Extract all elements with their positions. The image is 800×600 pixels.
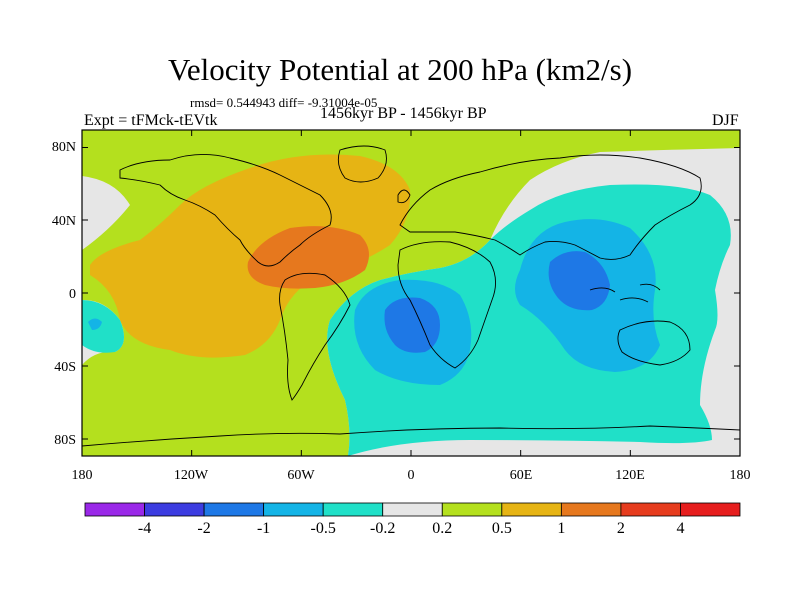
colorbar-swatch [382,502,443,517]
colorbar-label: -0.5 [310,520,336,537]
colorbar-swatch [620,502,681,517]
field-positive-darkorange [247,226,369,289]
coast-south-america [279,272,351,401]
x-tick-label: 120E [615,468,645,483]
colorbar-swatch [84,502,145,517]
x-tick-label: 120W [173,468,209,483]
x-tick-label: 0 [407,468,415,483]
colorbar-label: 0.5 [491,520,512,537]
colorbar-label: 2 [616,520,625,537]
colorbar-label: -0.2 [370,520,396,537]
colorbar-swatch [322,502,384,517]
y-tick-label: 40N [51,214,76,229]
y-tick-label: 40S [54,360,76,375]
coast-europe-asia [399,154,702,260]
colorbar-label: 4 [676,520,685,537]
y-tick-label: 0 [69,287,76,302]
x-tick-label: 180 [729,468,751,483]
contour-field [82,130,740,456]
coast-north-america [119,154,332,267]
field-negative-lightblue-small [88,318,102,330]
colorbar-label: -4 [137,520,152,537]
field-negative-blue-africa [384,297,440,353]
coast-greenland [337,145,387,183]
x-tick-label: 180 [71,468,93,483]
experiment-label: Expt = tFMck-tEVtk [84,112,218,129]
colorbar-swatch [263,502,324,517]
colorbar-swatch [501,502,562,517]
season-label: DJF [712,112,739,129]
coastlines [82,145,740,447]
colorbar-label: -1 [256,520,271,537]
y-tick-label: 80N [51,140,76,155]
colorbar-swatch [203,502,265,517]
colorbar-swatch [144,502,205,517]
colorbar [84,502,741,517]
field-positive-orange [90,154,411,358]
colorbar-label: -2 [197,520,211,537]
coast-antarctica [82,425,740,447]
x-tick-label: 60E [509,468,533,483]
map-title: Velocity Potential at 200 hPa (km2/s) [167,52,633,87]
axis-ticks [81,130,741,456]
coast-indonesia [589,283,661,303]
coast-australia [617,320,691,366]
colorbar-swatch [680,502,741,517]
field-negative-cyan-west [82,300,124,353]
stats-text: rmsd= 0.544943 diff= -9.31004e-05 [190,95,378,110]
colorbar-swatch [560,502,622,517]
coast-uk [397,189,411,204]
colorbar-label: 1 [557,520,566,537]
field-negative-blue-asia [548,251,610,311]
coast-africa [397,241,496,369]
y-tick-label: 80S [54,433,76,448]
colorbar-swatch [441,502,503,517]
x-tick-label: 60W [287,468,315,483]
period-subtitle: 1456kyr BP - 1456kyr BP [320,105,487,122]
colorbar-label: 0.2 [432,520,453,537]
